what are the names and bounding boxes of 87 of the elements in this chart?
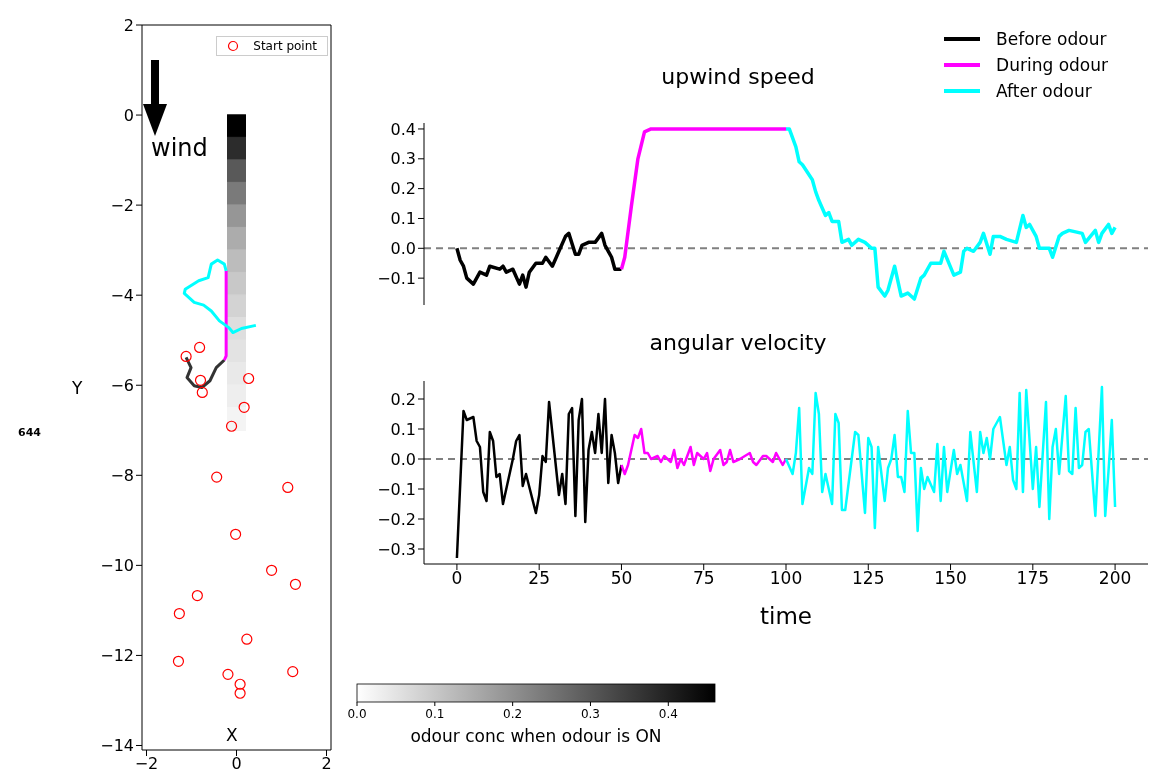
y-tick-label: −0.1 <box>377 268 416 288</box>
color-bar-label: 0.3 <box>580 707 601 721</box>
color-bar-label: 0.2 <box>503 707 523 721</box>
point <box>227 339 246 364</box>
y-tick-label: 0.2 <box>390 179 416 199</box>
y-tick-label: −2 <box>110 195 134 215</box>
line-series <box>455 231 624 289</box>
y-tick-label: −4 <box>110 285 134 305</box>
point <box>289 578 302 590</box>
point <box>227 249 246 274</box>
point <box>227 226 246 251</box>
point <box>211 471 223 483</box>
y-tick-label: 0.0 <box>390 449 416 469</box>
legend-label: Start point <box>253 39 317 53</box>
point <box>227 407 246 432</box>
x-tick-label: 25 <box>528 568 550 589</box>
text: 644 <box>18 426 41 439</box>
legend-label: During odour <box>996 54 1108 77</box>
point <box>196 386 208 399</box>
line-series <box>620 427 788 476</box>
y-tick-label: 0.2 <box>390 389 416 409</box>
point <box>287 666 299 678</box>
y-tick-label: −10 <box>100 556 134 576</box>
x-tick-label: 75 <box>692 568 715 589</box>
chart-title: angular velocity <box>648 330 828 355</box>
y-tick-label: 0.0 <box>390 238 416 258</box>
x-tick-label: 0 <box>231 754 242 771</box>
point <box>234 678 246 690</box>
color-bar-label: 0.1 <box>425 707 445 721</box>
y-tick-label: 0.4 <box>390 119 416 139</box>
point <box>230 528 242 540</box>
point <box>222 668 234 680</box>
y-tick-label: 0.3 <box>390 149 416 169</box>
y-tick-label: −0.3 <box>377 539 416 559</box>
point <box>194 341 206 354</box>
x-tick-label: 200 <box>1098 568 1132 589</box>
point <box>194 374 207 386</box>
line-series <box>784 127 1117 301</box>
point <box>266 564 278 576</box>
color-bar-title: odour conc when odour is ON <box>409 726 663 746</box>
point <box>180 350 192 363</box>
y-tick-label: 2 <box>123 15 134 35</box>
y-tick-label: −0.1 <box>377 479 416 499</box>
point <box>238 401 250 413</box>
y-tick-label: 0.1 <box>390 419 416 439</box>
legend-label: After odour <box>996 80 1092 103</box>
point <box>225 420 238 432</box>
color-bar-label: 0.0 <box>347 707 367 721</box>
point <box>172 655 185 667</box>
legend-label: Before odour <box>996 28 1107 51</box>
point <box>227 204 246 229</box>
y-tick-label: −0.2 <box>377 509 416 529</box>
x-axis-title: X <box>226 725 238 745</box>
y-tick-label: 0 <box>123 105 134 125</box>
point <box>241 633 253 645</box>
color-bar-label: 0.4 <box>658 707 678 721</box>
x-axis-title: time <box>760 603 812 629</box>
point <box>173 607 185 620</box>
point <box>227 384 246 409</box>
point <box>227 159 246 184</box>
point <box>227 181 246 206</box>
line-series <box>619 127 788 271</box>
y-axis-title: Y <box>71 377 83 398</box>
point <box>243 372 255 385</box>
x-tick-label: 0 <box>451 568 463 589</box>
x-tick-label: 125 <box>852 568 885 589</box>
y-tick-label: −12 <box>100 646 134 666</box>
y-tick-label: 0.1 <box>390 209 416 229</box>
line-series <box>784 385 1117 533</box>
line-series <box>455 397 623 560</box>
x-tick-label: 175 <box>1016 568 1050 589</box>
x-tick-label: 100 <box>769 568 803 589</box>
y-tick-label: −6 <box>110 375 134 395</box>
point <box>227 294 246 319</box>
annotation: wind <box>151 134 208 162</box>
y-tick-label: −14 <box>100 736 134 756</box>
point <box>282 481 294 494</box>
x-tick-label: 150 <box>934 568 967 589</box>
point <box>227 114 246 139</box>
x-tick-label: 2 <box>321 754 332 771</box>
chart-title: upwind speed <box>660 64 816 89</box>
point <box>234 687 246 699</box>
point <box>227 136 246 161</box>
x-tick-label: −2 <box>134 754 159 771</box>
x-tick-label: 50 <box>610 568 633 589</box>
y-tick-label: −8 <box>110 465 134 485</box>
point <box>191 589 203 602</box>
